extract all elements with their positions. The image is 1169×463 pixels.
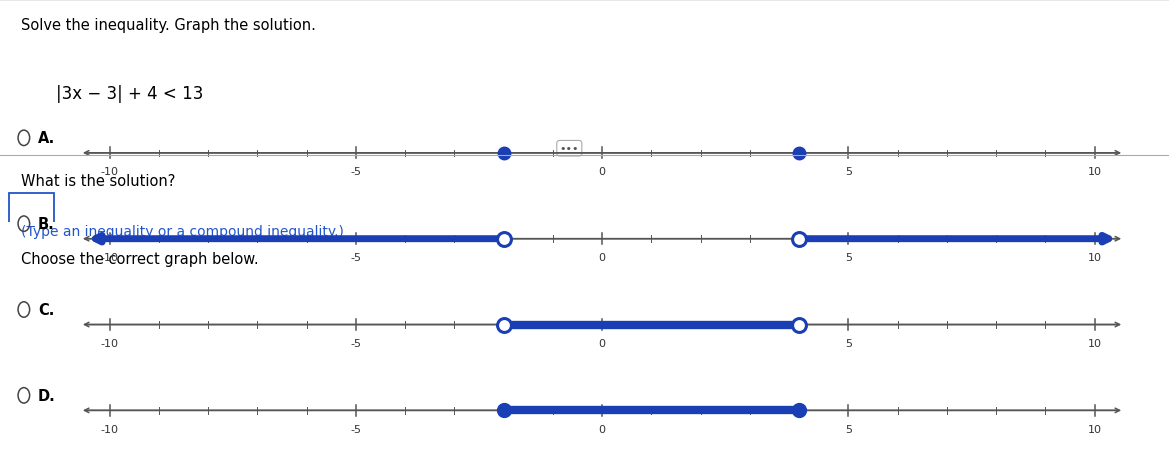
Text: C.: C. xyxy=(37,302,55,317)
Text: 5: 5 xyxy=(845,338,852,348)
Text: 0: 0 xyxy=(599,252,606,263)
Text: -10: -10 xyxy=(101,252,118,263)
Text: D.: D. xyxy=(37,388,56,403)
Text: B.: B. xyxy=(37,217,55,232)
Text: (Type an inequality or a compound inequality.): (Type an inequality or a compound inequa… xyxy=(21,225,344,238)
Text: -5: -5 xyxy=(351,338,361,348)
Text: |3x − 3| + 4 < 13: |3x − 3| + 4 < 13 xyxy=(56,84,203,102)
Text: 10: 10 xyxy=(1087,167,1101,177)
Text: -10: -10 xyxy=(101,424,118,434)
Text: 10: 10 xyxy=(1087,252,1101,263)
Text: -5: -5 xyxy=(351,167,361,177)
Text: -5: -5 xyxy=(351,252,361,263)
Text: -5: -5 xyxy=(351,424,361,434)
Text: 5: 5 xyxy=(845,167,852,177)
Text: 5: 5 xyxy=(845,252,852,263)
Text: 5: 5 xyxy=(845,424,852,434)
Text: 10: 10 xyxy=(1087,338,1101,348)
Text: A.: A. xyxy=(37,131,55,146)
Text: 0: 0 xyxy=(599,424,606,434)
Text: Solve the inequality. Graph the solution.: Solve the inequality. Graph the solution… xyxy=(21,18,316,33)
Text: 0: 0 xyxy=(599,338,606,348)
Text: Choose the correct graph below.: Choose the correct graph below. xyxy=(21,251,258,266)
Text: 10: 10 xyxy=(1087,424,1101,434)
Text: 0: 0 xyxy=(599,167,606,177)
Text: •••: ••• xyxy=(560,144,579,154)
Text: What is the solution?: What is the solution? xyxy=(21,173,175,188)
Text: -10: -10 xyxy=(101,338,118,348)
FancyBboxPatch shape xyxy=(9,194,54,225)
Text: -10: -10 xyxy=(101,167,118,177)
